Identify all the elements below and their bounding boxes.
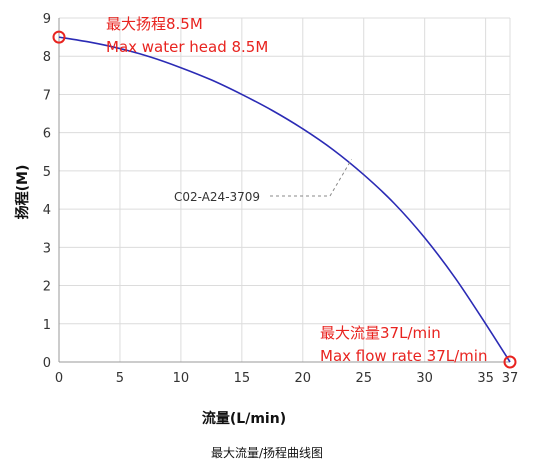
x-tick-label: 35 — [477, 371, 494, 386]
y-tick-label: 1 — [43, 318, 51, 333]
max-flow-marker — [503, 355, 517, 369]
y-tick-label: 5 — [43, 165, 51, 180]
x-tick-label: 0 — [55, 371, 63, 386]
max-flow-annotation-en: Max flow rate 37L/min — [320, 347, 487, 365]
series-layer — [58, 36, 511, 363]
y-tick-label: 6 — [43, 127, 51, 142]
callout-leader-line — [270, 159, 352, 197]
axes — [58, 18, 510, 363]
markers — [52, 30, 517, 369]
series-label: C02-A24-3709 — [174, 190, 260, 204]
x-axis-title: 流量(L/min) — [202, 410, 286, 427]
x-tick-label: 37 — [502, 371, 519, 386]
tick-labels: 0 1 2 3 4 5 6 7 8 9 0 5 10 15 20 25 30 35 37 — [43, 12, 519, 386]
y-tick-label: 3 — [43, 241, 51, 256]
x-tick-label: 30 — [416, 371, 433, 386]
max-head-marker — [52, 30, 66, 44]
x-tick-label: 25 — [355, 371, 372, 386]
y-tick-label: 8 — [43, 50, 51, 65]
pump-curve-line — [58, 36, 511, 363]
y-tick-label: 4 — [43, 203, 51, 218]
x-tick-label: 20 — [295, 371, 312, 386]
grid — [59, 17, 511, 362]
y-tick-label: 9 — [43, 12, 51, 27]
y-tick-label: 0 — [43, 356, 51, 371]
max-head-annotation-cn: 最大扬程8.5M — [106, 15, 203, 33]
x-tick-label: 15 — [234, 371, 251, 386]
series-callout: C02-A24-3709 — [174, 159, 352, 204]
y-tick-label: 2 — [43, 280, 51, 295]
chart-caption: 最大流量/扬程曲线图 — [210, 446, 324, 460]
x-tick-label: 10 — [173, 371, 190, 386]
max-flow-annotation-cn: 最大流量37L/min — [320, 324, 441, 342]
max-head-annotation-en: Max water head 8.5M — [106, 38, 268, 56]
x-tick-label: 5 — [116, 371, 124, 386]
y-axis-title: 扬程(M) — [14, 165, 31, 220]
y-tick-label: 7 — [43, 88, 51, 103]
